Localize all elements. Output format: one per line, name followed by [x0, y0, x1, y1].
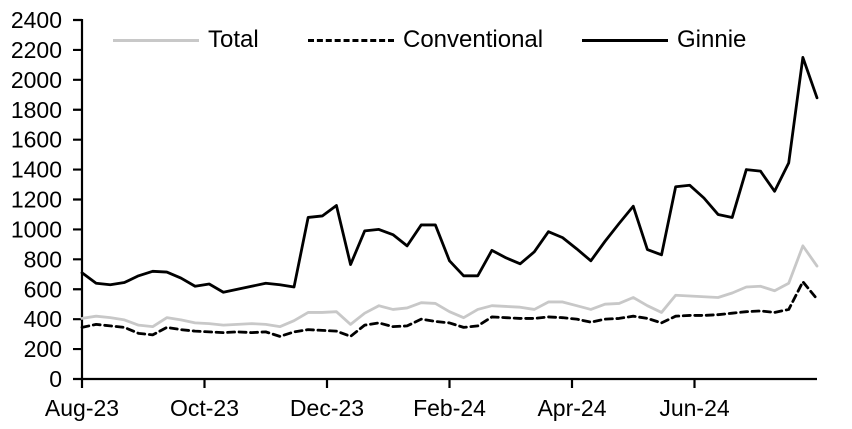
y-tick-label: 1000	[11, 216, 62, 242]
y-tick-label: 2200	[11, 37, 62, 63]
x-tick-label: Oct-23	[170, 395, 239, 421]
x-tick-label: Dec-23	[290, 395, 364, 421]
y-tick-label: 2400	[11, 7, 62, 33]
series-line-conventional	[80, 280, 819, 338]
series-line-ginnie	[80, 56, 819, 294]
x-tick-label: Feb-24	[413, 395, 486, 421]
y-tick-label: 600	[24, 276, 62, 302]
y-tick-label: 400	[24, 306, 62, 332]
y-tick-label: 800	[24, 246, 62, 272]
x-tick-label: Jun-24	[659, 395, 730, 421]
y-tick-label: 1400	[11, 157, 62, 183]
y-tick-label: 1800	[11, 97, 62, 123]
y-tick-label: 1600	[11, 127, 62, 153]
y-tick-label: 200	[24, 336, 62, 362]
x-tick-label: Apr-24	[537, 395, 606, 421]
y-tick-label: 2000	[11, 67, 62, 93]
series-line-total	[80, 244, 819, 329]
axes	[73, 18, 817, 388]
y-tick-label: 0	[49, 366, 62, 392]
x-tick-label: Aug-23	[45, 395, 119, 421]
y-tick-label: 1200	[11, 187, 62, 213]
